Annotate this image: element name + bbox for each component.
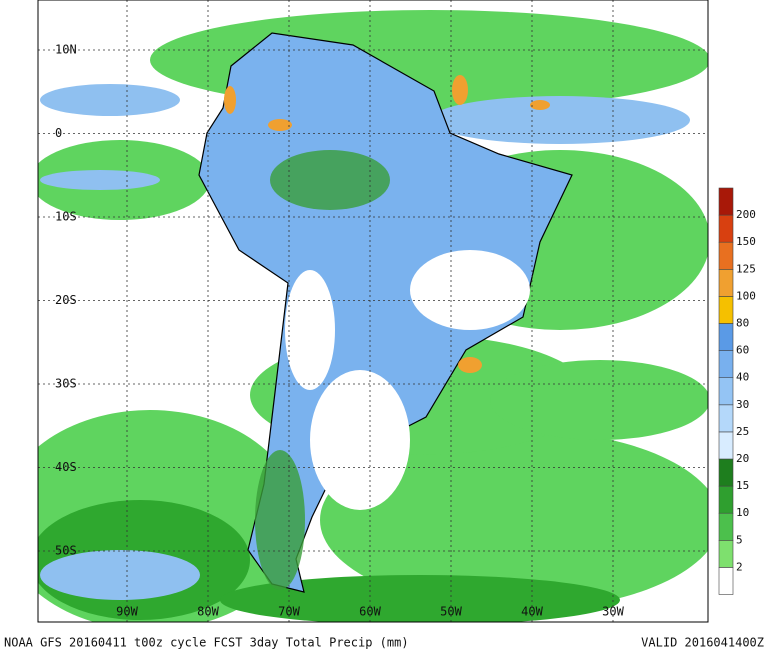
lat-label: 10S <box>55 210 77 224</box>
colorbar-box <box>718 323 734 351</box>
lat-label: 50S <box>55 544 77 558</box>
lat-label: 30S <box>55 377 77 391</box>
colorbar-box <box>718 187 734 216</box>
colorbar-label: 25 <box>736 425 749 438</box>
colorbar-label: 150 <box>736 235 756 248</box>
colorbar-box <box>718 377 734 406</box>
colorbar-box <box>718 567 734 595</box>
lat-label: 0 <box>55 126 62 140</box>
colorbar-box <box>718 485 734 514</box>
colorbar-label: 2 <box>736 560 743 573</box>
colorbar-box <box>718 296 734 324</box>
lon-label: 40W <box>521 605 543 619</box>
lon-label: 30W <box>602 605 624 619</box>
colorbar-label: 15 <box>736 479 749 492</box>
colorbar-label: 30 <box>736 398 749 411</box>
map-field <box>38 0 708 622</box>
colorbar-box <box>718 214 734 243</box>
lon-label: 60W <box>359 605 381 619</box>
colorbar-label: 5 <box>736 533 743 546</box>
footer-valid: VALID 2016041400Z <box>641 636 764 650</box>
colorbar-label: 80 <box>736 317 749 330</box>
colorbar-box <box>718 512 734 541</box>
colorbar-box <box>718 458 734 487</box>
lat-label: 10N <box>55 43 77 57</box>
colorbar-label: 100 <box>736 289 756 302</box>
lat-label: 40S <box>55 460 77 474</box>
colorbar-label: 10 <box>736 506 749 519</box>
colorbar-label: 125 <box>736 262 756 275</box>
lon-label: 70W <box>278 605 300 619</box>
colorbar-label: 60 <box>736 344 749 357</box>
footer-title: NOAA GFS 20160411 t00z cycle FCST 3day T… <box>4 636 409 650</box>
colorbar-box <box>718 539 734 568</box>
colorbar-box <box>718 241 734 270</box>
colorbar-label: 40 <box>736 371 749 384</box>
colorbar-box <box>718 350 734 379</box>
colorbar-label: 200 <box>736 208 756 221</box>
colorbar-box <box>718 268 734 297</box>
map-frame <box>37 0 709 623</box>
colorbar-box <box>718 431 734 460</box>
lat-label: 20S <box>55 293 77 307</box>
colorbar-label: 20 <box>736 452 749 465</box>
lon-label: 50W <box>440 605 462 619</box>
lon-label: 90W <box>116 605 138 619</box>
colorbar-box <box>718 404 734 433</box>
lon-label: 80W <box>197 605 219 619</box>
